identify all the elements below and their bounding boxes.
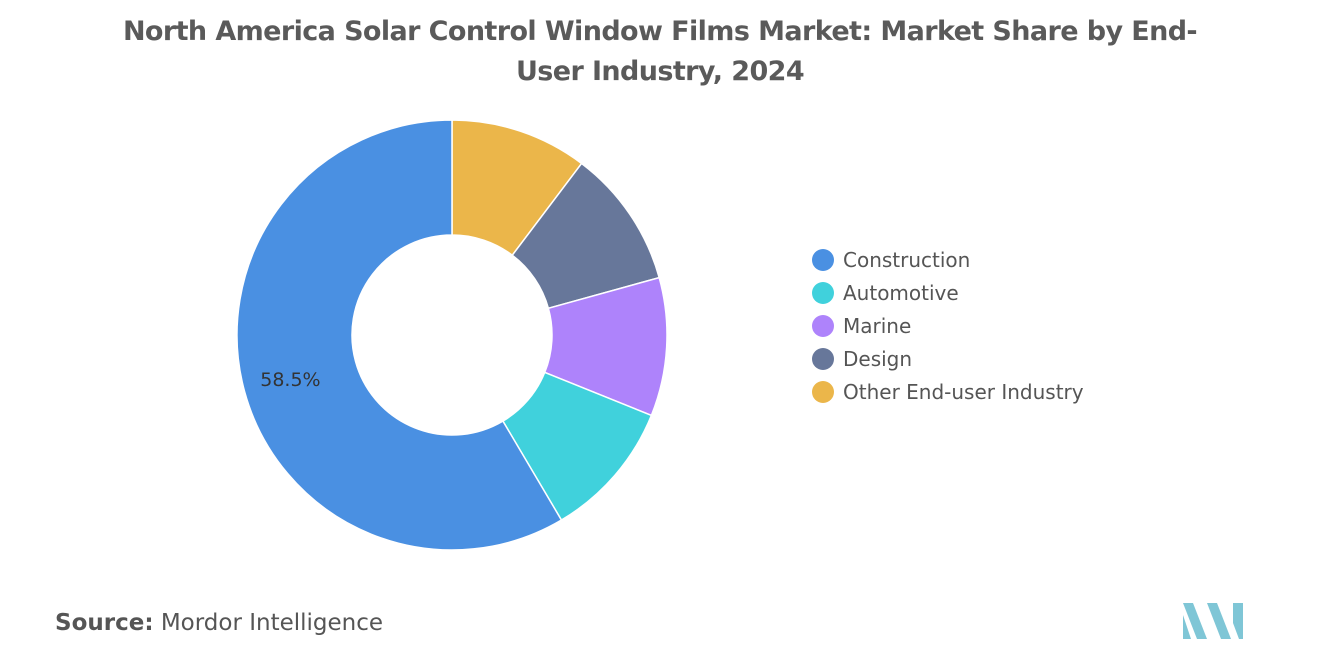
source-text: Mordor Intelligence <box>160 610 384 636</box>
legend-swatch-automotive <box>812 281 834 304</box>
legend-label-automotive: Automotive <box>843 280 959 305</box>
legend-swatch-marine <box>812 314 834 337</box>
mordor-intelligence-logo <box>1183 603 1243 639</box>
legend-item-construction: Construction <box>812 243 1084 276</box>
legend-swatch-design <box>812 347 834 370</box>
legend-label-construction: Construction <box>843 247 971 272</box>
legend-swatch-construction <box>812 248 834 271</box>
chart-title: North America Solar Control Window Films… <box>122 16 1198 87</box>
legend-swatch-other-end-user-industry <box>812 380 834 403</box>
chart-legend: Construction Automotive Marine Design Other … <box>812 243 1084 408</box>
legend-item-design: Design <box>812 342 1084 375</box>
data-label-construction: 58.5% <box>260 369 320 391</box>
source-note: Source: Mordor Intelligence <box>55 610 383 636</box>
legend-label-design: Design <box>843 346 913 371</box>
slice-construction <box>236 119 563 551</box>
donut-data-labels: 58.5% <box>260 369 320 391</box>
legend-label-other-end-user-industry: Other End-user Industry <box>843 379 1084 404</box>
donut-slices <box>236 119 668 551</box>
legend-item-other-end-user-industry: Other End-user Industry <box>812 375 1084 408</box>
legend-item-automotive: Automotive <box>812 276 1084 309</box>
source-label: Source: <box>55 610 154 636</box>
legend-item-marine: Marine <box>812 309 1084 342</box>
legend-label-marine: Marine <box>843 313 912 338</box>
